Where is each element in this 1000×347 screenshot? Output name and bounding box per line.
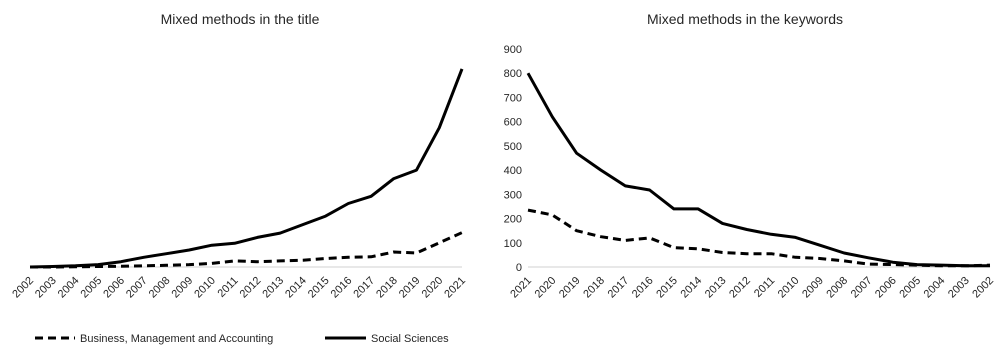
- x-tick-label: 2011: [216, 275, 241, 300]
- x-tick-label: 2003: [946, 275, 972, 301]
- x-tick-label: 2013: [260, 275, 286, 301]
- y-tick-label: 300: [504, 189, 522, 201]
- x-tick-label: 2007: [849, 275, 875, 301]
- right-chart: 0 100 200 300 400 500 600 700 800 900 202120202019…: [504, 44, 996, 300]
- y-tick-label: 700: [504, 92, 522, 104]
- x-tick-label: 2016: [329, 275, 355, 301]
- x-tick-label: 2018: [374, 275, 400, 301]
- x-tick-label: 2009: [169, 275, 195, 301]
- x-tick-label: 2020: [420, 275, 446, 301]
- x-tick-label: 2019: [397, 275, 423, 301]
- x-tick-label: 2007: [124, 275, 150, 301]
- x-tick-label: 2009: [800, 275, 826, 301]
- x-tick-label: 2017: [606, 275, 632, 301]
- x-tick-label: 2016: [630, 275, 656, 301]
- y-tick-label: 200: [504, 214, 522, 226]
- x-tick-label: 2004: [922, 275, 948, 301]
- x-tick-label: 2002: [10, 275, 36, 301]
- x-tick-label: 2004: [56, 275, 82, 301]
- legend-label-social-sciences: Social Sciences: [371, 333, 449, 345]
- x-tick-label: 2010: [776, 275, 802, 301]
- x-tick-label: 2005: [897, 275, 923, 301]
- x-tick-label: 2020: [533, 275, 559, 301]
- series-line-business: [30, 231, 463, 269]
- x-tick-label: 2006: [873, 275, 899, 301]
- left-chart: 2002200320042005200620072008200920102011…: [10, 68, 468, 301]
- right-chart-title: Mixed methods in the keywords: [647, 11, 843, 27]
- x-tick-label: 2019: [557, 275, 583, 301]
- y-tick-label: 100: [504, 238, 522, 250]
- series-line-social-sciences: [29, 68, 464, 269]
- y-tick-label: 500: [504, 141, 522, 153]
- x-tick-label: 2012: [727, 275, 753, 301]
- x-tick-label: 2008: [824, 275, 850, 301]
- y-tick-label: 600: [504, 117, 522, 129]
- series-line-business: [527, 208, 991, 268]
- legend-label-business: Business, Management and Accounting: [80, 333, 273, 345]
- x-tick-label: 2003: [33, 275, 59, 301]
- legend: Business, Management and Accounting Soci…: [35, 333, 449, 345]
- y-tick-label: 400: [504, 165, 522, 177]
- x-tick-label: 2018: [581, 275, 607, 301]
- x-tick-label: 2006: [101, 275, 127, 301]
- x-tick-label: 2010: [192, 275, 218, 301]
- x-tick-label: 2005: [79, 275, 105, 301]
- x-tick-label: 2015: [654, 275, 680, 301]
- left-chart-title: Mixed methods in the title: [161, 11, 320, 27]
- x-tick-label: 2014: [283, 275, 309, 301]
- x-tick-label: 2011: [752, 275, 777, 300]
- x-tick-label: 2008: [147, 275, 173, 301]
- x-tick-label: 2017: [351, 275, 377, 301]
- x-tick-label: 2021: [442, 275, 468, 301]
- y-tick-label: 0: [516, 262, 522, 274]
- x-tick-label: 2012: [238, 275, 264, 301]
- series-line-social-sciences: [526, 72, 990, 268]
- x-tick-label: 2013: [703, 275, 729, 301]
- x-tick-label: 2014: [679, 275, 705, 301]
- x-tick-label: 2021: [508, 275, 534, 301]
- y-tick-label: 900: [504, 44, 522, 56]
- x-tick-label: 2015: [306, 275, 332, 301]
- x-tick-label: 2002: [970, 275, 996, 301]
- y-tick-label: 800: [504, 68, 522, 80]
